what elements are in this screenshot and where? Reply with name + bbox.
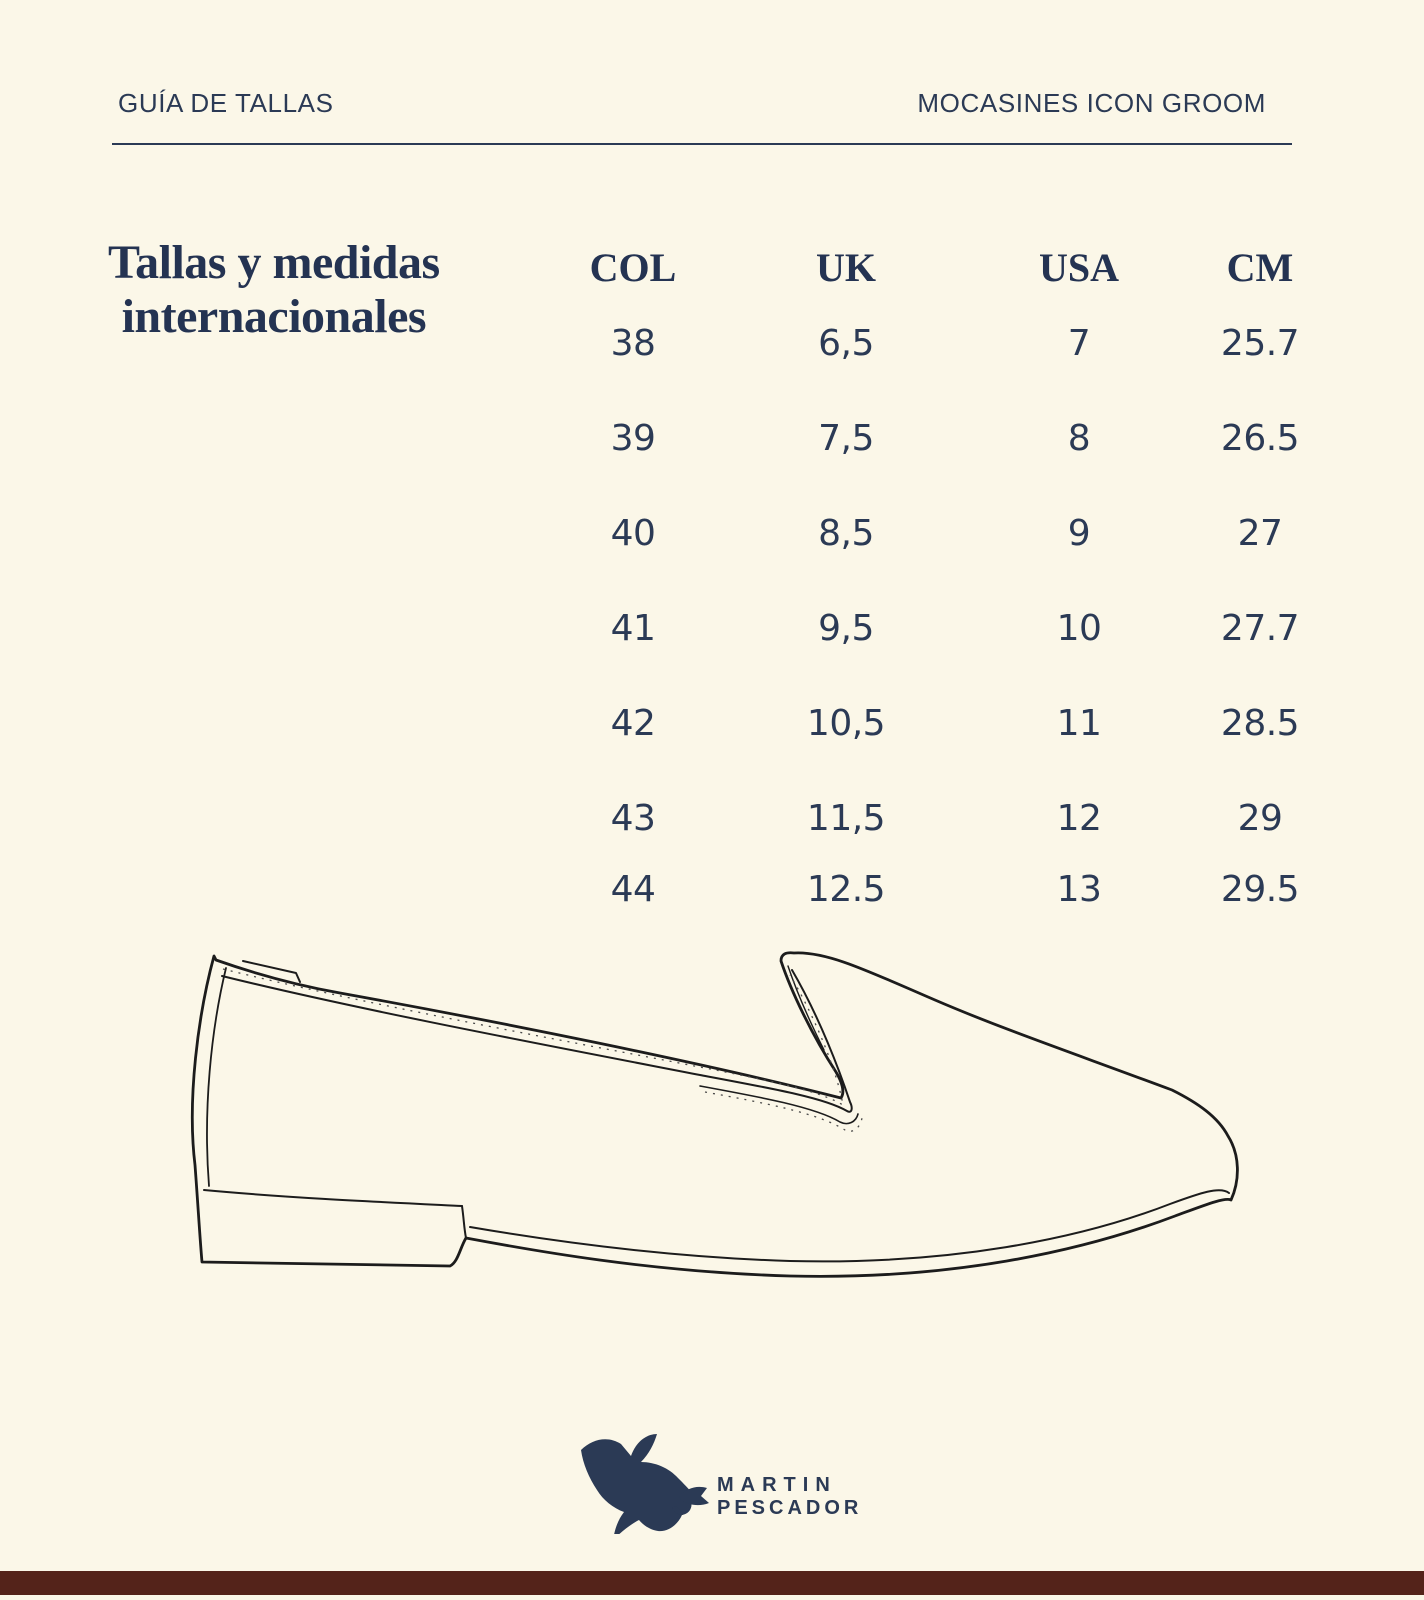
brand-logo: MARTIN PESCADOR (575, 1432, 862, 1534)
size-cell: 7,5 (818, 418, 874, 459)
size-table: COL UK USA CM 38 6,5 7 25.7 39 7,5 8 26.5 40 8,5 9 27 4… (548, 238, 1336, 912)
size-cell: 11 (1056, 703, 1102, 744)
header-divider (112, 143, 1292, 145)
size-cell: 41 (610, 608, 656, 649)
column-header-usa: USA (1038, 244, 1120, 290)
size-cell: 8,5 (818, 513, 874, 554)
size-cell: 11,5 (806, 798, 886, 839)
size-cell: 8 (1067, 418, 1091, 459)
size-cell: 9 (1067, 513, 1091, 554)
column-header-col: COL (589, 244, 677, 290)
size-cell: 13 (1056, 868, 1102, 910)
size-cell: 28.5 (1220, 703, 1300, 744)
size-cell: 29.5 (1220, 868, 1300, 910)
brand-name-line2: PESCADOR (717, 1497, 863, 1519)
size-cell: 39 (610, 418, 656, 459)
size-cell: 44 (610, 868, 656, 910)
size-cell: 42 (610, 703, 656, 744)
size-table-header: COL UK USA CM (548, 238, 1336, 296)
footer-bar (0, 1571, 1424, 1595)
size-table-body: 38 6,5 7 25.7 39 7,5 8 26.5 40 8,5 9 27 41 9,5 10 27.7 4… (548, 296, 1336, 912)
size-cell: 38 (610, 323, 656, 364)
product-name: MOCASINES ICON GROOM (917, 88, 1266, 118)
table-row: 44 12.5 13 29.5 (548, 866, 1336, 912)
size-cell: 26.5 (1220, 418, 1300, 459)
column-header-cm: CM (1226, 244, 1294, 290)
page-title: GUÍA DE TALLAS (118, 88, 334, 118)
table-row: 38 6,5 7 25.7 (548, 296, 1336, 391)
size-cell: 40 (610, 513, 656, 554)
section-title-line2: internacionales (121, 290, 427, 344)
size-cell: 12 (1056, 798, 1102, 839)
table-row: 39 7,5 8 26.5 (548, 391, 1336, 486)
size-cell: 27 (1237, 513, 1283, 554)
table-row: 42 10,5 11 28.5 (548, 676, 1336, 771)
kingfisher-bird-icon (581, 1434, 709, 1534)
table-row: 43 11,5 12 29 (548, 771, 1336, 866)
size-cell: 27.7 (1220, 608, 1300, 649)
size-cell: 43 (610, 798, 656, 839)
brand-name-line1: MARTIN (717, 1474, 837, 1496)
section-title-line1: Tallas y medidas (108, 236, 440, 289)
size-cell: 10 (1056, 608, 1102, 649)
size-cell: 9,5 (818, 608, 874, 649)
size-cell: 7 (1067, 323, 1091, 364)
size-cell: 29 (1237, 798, 1283, 839)
column-header-uk: UK (816, 244, 876, 290)
size-cell: 25.7 (1220, 323, 1300, 364)
brand-name: MARTIN PESCADOR (717, 1474, 862, 1520)
table-row: 40 8,5 9 27 (548, 486, 1336, 581)
size-cell: 10,5 (806, 703, 886, 744)
table-row: 41 9,5 10 27.7 (548, 581, 1336, 676)
size-cell: 6,5 (818, 323, 874, 364)
section-title: Tallas y medidas internacionales (108, 236, 440, 344)
size-cell: 12.5 (806, 868, 886, 910)
